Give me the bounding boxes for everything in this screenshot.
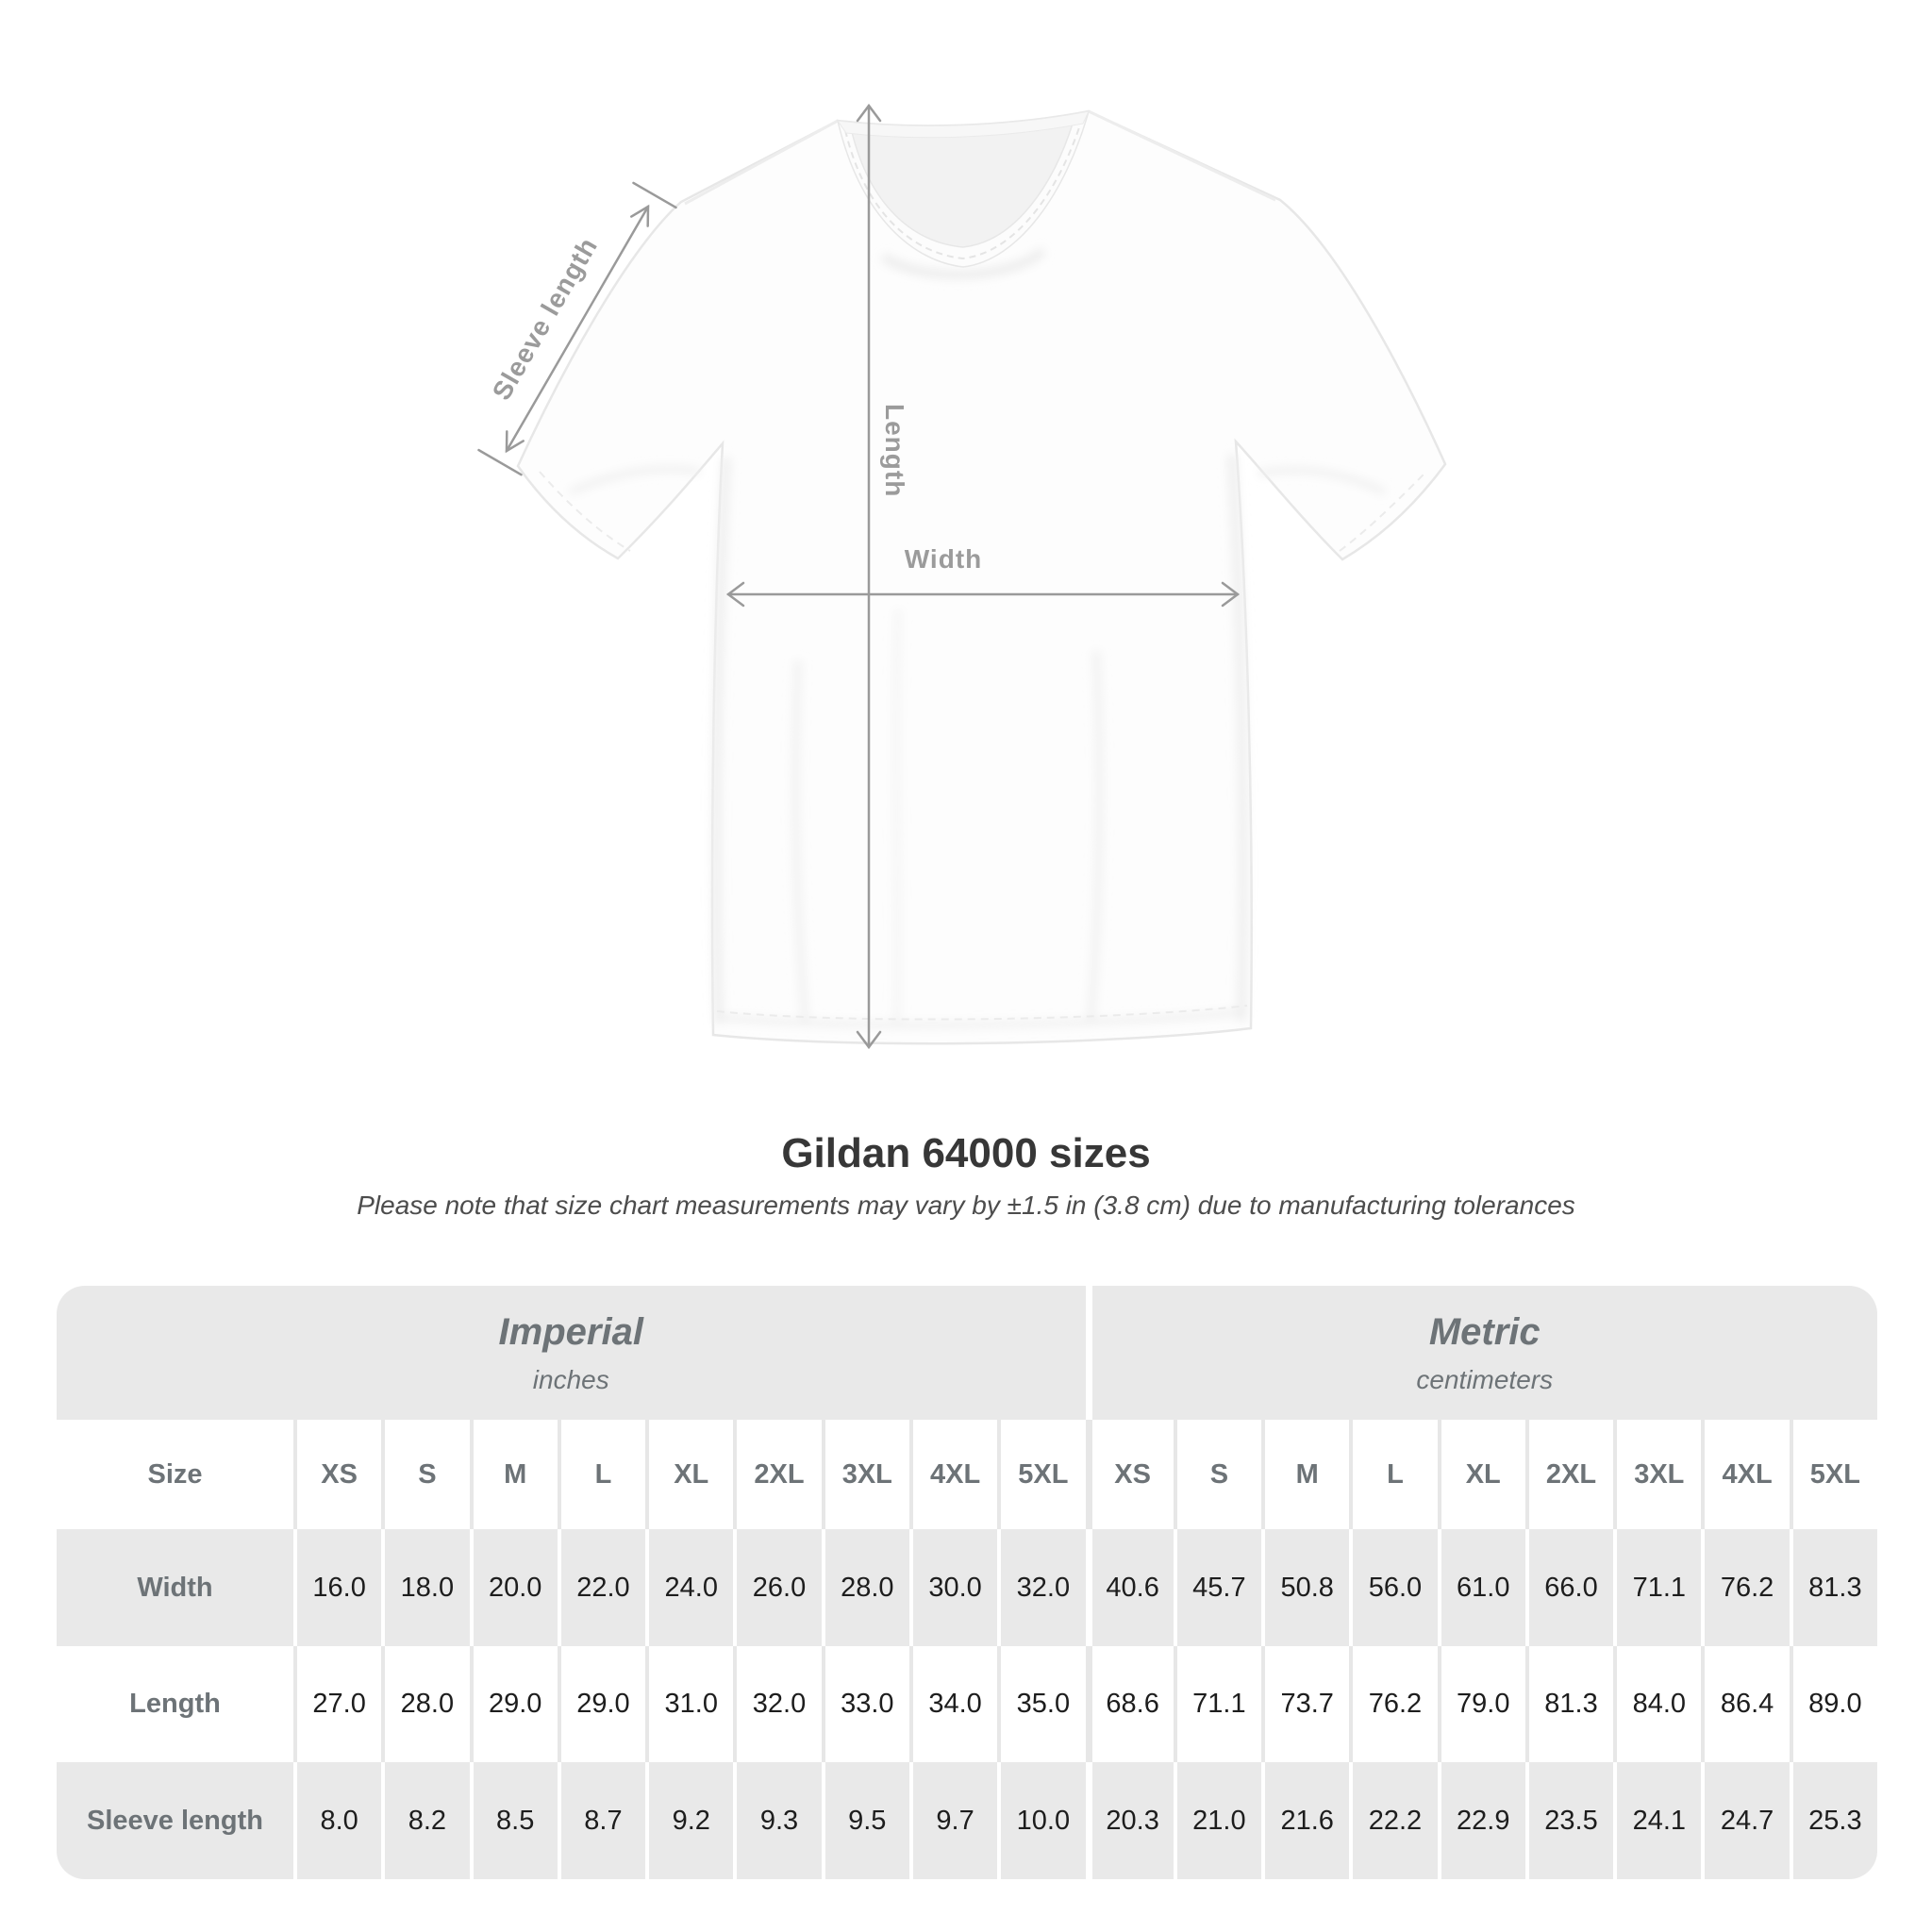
length-value-cell: 89.0 [1789,1646,1877,1762]
sleeve-length-value-cell: 21.0 [1173,1762,1262,1879]
imperial-group-title: Imperial [498,1310,643,1353]
imperial-group-header: Imperial inches [57,1286,1086,1420]
sleeve-length-value-cell: 21.6 [1261,1762,1350,1879]
length-value-cell: 29.0 [557,1646,646,1762]
sleeve-length-arrow [477,181,677,476]
metric-group-title: Metric [1428,1310,1541,1353]
sleeve-length-value-cell: 8.0 [293,1762,382,1879]
size-header-cell: 3XL [1613,1420,1702,1529]
sleeve-length-value-cell: 9.2 [645,1762,734,1879]
width-value-cell: 61.0 [1437,1529,1525,1646]
size-header-cell: 4XL [1701,1420,1790,1529]
sleeve-length-value-cell: 8.5 [469,1762,558,1879]
size-column-label: Size [57,1420,293,1529]
length-value-cell: 79.0 [1437,1646,1525,1762]
sleeve-length-value-cell: 24.7 [1701,1762,1790,1879]
row-label-width: Width [57,1529,293,1646]
size-header-cell: 5XL [997,1420,1086,1529]
tshirt-shape [516,109,1447,1045]
width-value-cell: 71.1 [1613,1529,1702,1646]
row-label-sleeve-length: Sleeve length [57,1762,293,1879]
width-arrow [725,581,1241,608]
size-header-cell: L [557,1420,646,1529]
size-header-cell: XL [1437,1420,1525,1529]
sleeve-length-value-cell: 8.7 [557,1762,646,1879]
length-value-cell: 34.0 [908,1646,998,1762]
length-value-cell: 71.1 [1173,1646,1262,1762]
page-title: Gildan 64000 sizes [781,1130,1151,1176]
width-value-cell: 81.3 [1789,1529,1877,1646]
length-value-cell: 84.0 [1613,1646,1702,1762]
size-header-cell: M [1261,1420,1350,1529]
length-value-cell: 27.0 [293,1646,382,1762]
sleeve-length-value-cell: 25.3 [1789,1762,1877,1879]
sleeve-length-value-cell: 9.3 [733,1762,822,1879]
fabric-shading [568,247,1387,1028]
length-value-cell: 33.0 [821,1646,909,1762]
sleeve-length-value-cell: 9.7 [908,1762,998,1879]
size-header-cell: 5XL [1789,1420,1877,1529]
row-label-length: Length [57,1646,293,1762]
length-value-cell: 29.0 [469,1646,558,1762]
sleeve-length-value-cell: 24.1 [1613,1762,1702,1879]
sleeve-length-value-cell: 22.2 [1349,1762,1438,1879]
sleeve-length-value-cell: 22.9 [1437,1762,1525,1879]
width-value-cell: 22.0 [557,1529,646,1646]
collar [836,109,1091,268]
imperial-group-unit: inches [532,1364,609,1394]
sleeve-length-value-cell: 23.5 [1524,1762,1614,1879]
width-value-cell: 18.0 [381,1529,470,1646]
size-header-cell: XL [645,1420,734,1529]
metric-group-unit: centimeters [1416,1364,1554,1394]
width-value-cell: 26.0 [733,1529,822,1646]
length-value-cell: 28.0 [381,1646,470,1762]
width-value-cell: 56.0 [1349,1529,1438,1646]
tshirt-measurement-diagram: Sleeve length Length Width [477,103,1447,1050]
length-value-cell: 86.4 [1701,1646,1790,1762]
width-label: Width [904,544,983,574]
width-value-cell: 20.0 [469,1529,558,1646]
size-header-cell: XS [293,1420,382,1529]
sleeve-length-value-cell: 20.3 [1085,1762,1174,1879]
length-value-cell: 31.0 [645,1646,734,1762]
size-header-cell: M [469,1420,558,1529]
width-value-cell: 66.0 [1524,1529,1614,1646]
seam-lines [539,109,1425,1021]
sleeve-length-value-cell: 8.2 [381,1762,470,1879]
width-value-cell: 40.6 [1085,1529,1174,1646]
length-value-cell: 73.7 [1261,1646,1350,1762]
size-header-cell: 2XL [733,1420,822,1529]
width-value-cell: 24.0 [645,1529,734,1646]
length-value-cell: 68.6 [1085,1646,1174,1762]
size-table: Imperial inches Metric centimeters Size … [57,1286,1877,1879]
size-header-cell: 2XL [1524,1420,1614,1529]
length-label: Length [880,404,909,498]
width-value-cell: 50.8 [1261,1529,1350,1646]
length-arrow [856,103,882,1050]
size-header-cell: S [1173,1420,1262,1529]
length-value-cell: 35.0 [997,1646,1086,1762]
length-value-cell: 32.0 [733,1646,822,1762]
size-header-cell: 3XL [821,1420,909,1529]
size-header-cell: XS [1085,1420,1174,1529]
size-header-cell: L [1349,1420,1438,1529]
length-value-cell: 81.3 [1524,1646,1614,1762]
sleeve-length-value-cell: 10.0 [997,1762,1086,1879]
width-value-cell: 16.0 [293,1529,382,1646]
width-value-cell: 45.7 [1173,1529,1262,1646]
width-value-cell: 28.0 [821,1529,909,1646]
size-header-cell: S [381,1420,470,1529]
size-header-cell: 4XL [908,1420,998,1529]
tshirt-illustration [477,103,1447,1050]
tolerance-note: Please note that size chart measurements… [357,1191,1575,1220]
length-value-cell: 76.2 [1349,1646,1438,1762]
width-value-cell: 76.2 [1701,1529,1790,1646]
width-value-cell: 32.0 [997,1529,1086,1646]
width-value-cell: 30.0 [908,1529,998,1646]
metric-group-header: Metric centimeters [1085,1286,1877,1420]
sleeve-length-value-cell: 9.5 [821,1762,909,1879]
